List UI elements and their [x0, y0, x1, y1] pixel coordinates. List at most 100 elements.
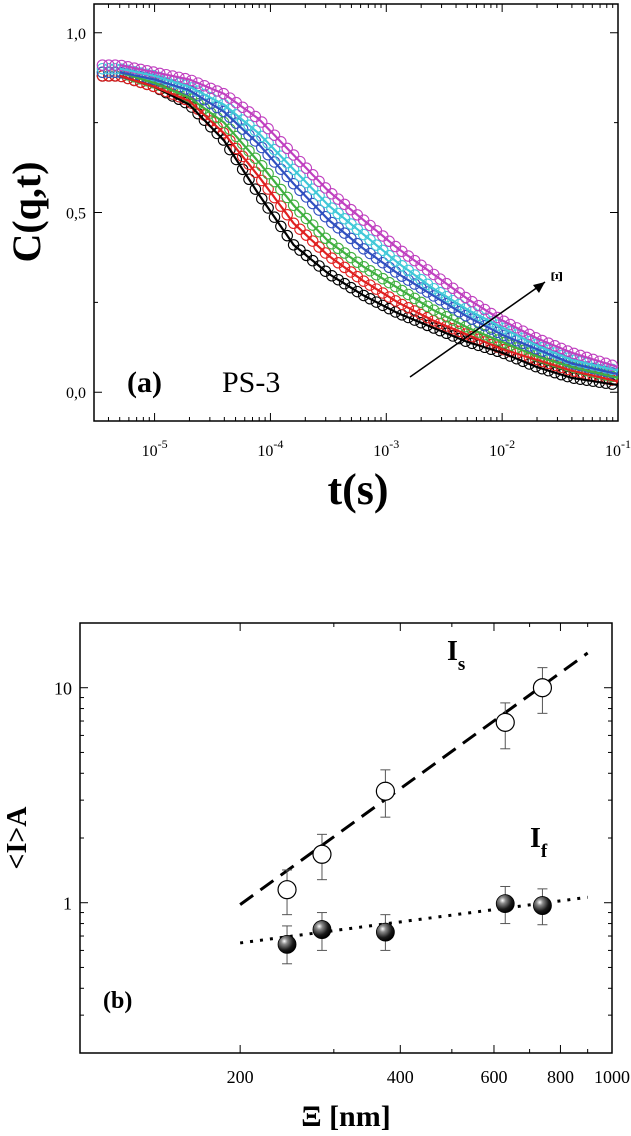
data-point — [268, 129, 281, 141]
data-point — [281, 208, 293, 221]
data-point — [364, 293, 376, 305]
fit-curve — [119, 64, 619, 369]
data-point — [313, 204, 325, 216]
y-axis-label: C(q,t) — [4, 161, 49, 262]
data-point — [230, 153, 243, 166]
series-label-if: If — [530, 823, 548, 862]
data-point — [306, 219, 319, 231]
data-point — [495, 894, 515, 914]
data-point — [453, 305, 466, 318]
data-point — [459, 309, 472, 322]
data-point — [491, 326, 504, 339]
data-point — [277, 934, 297, 954]
data-point — [262, 122, 274, 135]
data-point — [294, 184, 306, 197]
data-point — [536, 334, 548, 347]
data-point — [103, 59, 115, 71]
data-point — [351, 285, 364, 298]
data-point — [185, 74, 198, 87]
data-point — [268, 191, 281, 204]
data-point — [230, 117, 243, 129]
data-point — [364, 264, 376, 277]
data-point — [415, 282, 427, 294]
y-tick-label: 1,0 — [66, 26, 86, 43]
data-point — [383, 276, 395, 289]
data-point — [517, 325, 529, 337]
data-point — [275, 220, 287, 233]
data-point — [154, 83, 166, 95]
data-point — [313, 225, 325, 238]
fit-curve — [119, 71, 619, 379]
data-point — [357, 289, 370, 302]
data-point — [249, 152, 262, 164]
data-point — [389, 280, 402, 293]
data-point — [375, 781, 395, 801]
data-point — [472, 316, 485, 329]
data-point — [549, 339, 561, 352]
data-point — [383, 302, 395, 315]
data-point — [498, 315, 510, 327]
data-point — [434, 286, 446, 299]
data-point — [300, 229, 313, 241]
data-point — [96, 59, 109, 71]
data-point — [396, 284, 408, 297]
data-point — [440, 290, 453, 303]
data-point — [408, 292, 421, 305]
data-point — [364, 279, 376, 291]
data-point — [326, 270, 338, 282]
data-point — [224, 143, 236, 156]
data-point — [275, 150, 287, 162]
x-tick-label: 10-2 — [489, 437, 515, 460]
data-point — [408, 314, 421, 326]
data-point — [300, 191, 313, 203]
data-point — [255, 192, 268, 205]
data-point — [357, 261, 370, 273]
data-point — [472, 299, 485, 312]
data-point — [459, 320, 472, 333]
data-point — [255, 130, 268, 143]
x-tick-label: 1000 — [594, 1067, 630, 1087]
data-point — [338, 277, 351, 290]
data-point — [275, 163, 287, 175]
y-tick-label: 10 — [54, 679, 72, 699]
data-point — [96, 66, 109, 79]
y-tick-label: 0,5 — [66, 206, 86, 223]
panel-label-b: (b) — [103, 988, 132, 1014]
panel-b: 200 400 600 800 1000 1 10 Is If (b) <I>A Ξ [n… — [2, 622, 630, 1133]
data-point — [498, 343, 510, 356]
fit-lines — [239, 651, 589, 945]
data-point — [224, 123, 236, 135]
data-point — [300, 162, 313, 174]
data-point — [428, 304, 440, 316]
data-point — [306, 169, 319, 181]
fit-curves — [119, 64, 619, 387]
data-point — [428, 282, 440, 295]
data-point — [300, 176, 313, 189]
data-point — [542, 337, 555, 349]
data-point — [574, 349, 587, 362]
data-point — [415, 296, 427, 309]
data-point — [160, 85, 172, 98]
data-point — [103, 66, 115, 79]
data-point — [294, 206, 306, 218]
data-point — [389, 306, 402, 318]
data-point — [262, 202, 274, 214]
data-point — [268, 143, 281, 156]
data-point — [377, 272, 389, 285]
x-tick-label: 10-3 — [373, 437, 399, 460]
data-point — [249, 166, 262, 178]
data-point — [217, 87, 230, 100]
data-point — [375, 922, 395, 942]
data-point — [402, 311, 415, 324]
data-point — [568, 361, 580, 374]
data-point — [421, 278, 434, 290]
data-point — [504, 318, 517, 331]
data-point — [236, 137, 249, 150]
data-point — [529, 339, 542, 351]
data-point — [249, 124, 262, 137]
data-point — [277, 880, 297, 900]
series-label-is: Is — [447, 636, 465, 675]
data-point — [370, 283, 383, 295]
data-point — [415, 308, 427, 321]
data-point — [294, 223, 306, 235]
